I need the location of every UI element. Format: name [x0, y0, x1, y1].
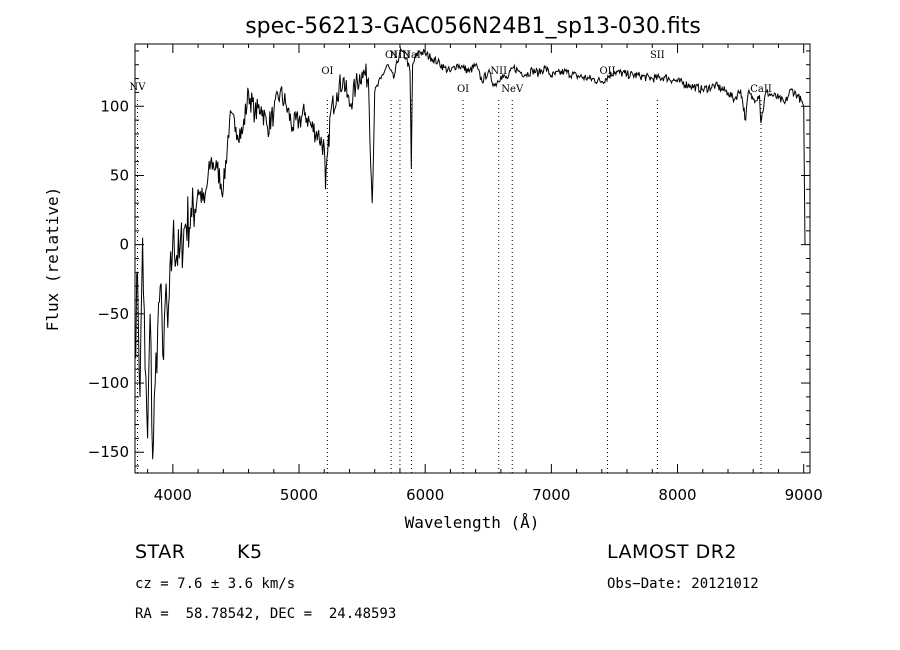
- y-tick-label: −50: [97, 305, 129, 323]
- line-marker-label: OI: [457, 84, 469, 95]
- line-marker-label: NV: [130, 82, 147, 93]
- redshift-velocity: cz = 7.6 ± 3.6 km/s: [135, 576, 296, 592]
- line-marker-label: NII: [490, 66, 507, 77]
- line-marker-label: NIII: [390, 50, 411, 61]
- line-marker-label: NeV: [501, 84, 524, 95]
- x-tick-label: 9000: [785, 486, 823, 504]
- chart-title: spec-56213-GAC056N24B1_sp13-030.fits: [245, 14, 701, 39]
- coordinates: RA = 58.78542, DEC = 24.48593: [135, 606, 397, 622]
- spectrum-line: [134, 46, 806, 460]
- x-axis-ticks: 4000 5000 6000 7000 8000 9000: [147, 44, 823, 504]
- survey-label: LAMOST DR2: [607, 541, 737, 563]
- y-tick-label: 100: [100, 97, 129, 115]
- line-marker-label: NaI: [402, 50, 421, 61]
- line-marker-label: SII: [650, 50, 665, 61]
- x-tick-label: 6000: [406, 486, 444, 504]
- x-tick-label: 4000: [154, 486, 192, 504]
- object-class: STAR: [135, 541, 186, 563]
- y-axis-ticks: −150 −100 −50 0 50 100: [88, 50, 810, 467]
- y-axis-label: Flux (relative): [43, 187, 62, 332]
- observation-date: Obs−Date: 20121012: [607, 576, 759, 592]
- y-tick-label: 0: [119, 236, 129, 254]
- object-subclass: K5: [237, 541, 263, 563]
- y-tick-label: −150: [88, 443, 129, 461]
- plot-frame: [134, 43, 811, 474]
- line-marker-label: OI: [321, 66, 333, 77]
- y-tick-label: 50: [110, 166, 129, 184]
- x-tick-label: 8000: [658, 486, 696, 504]
- y-tick-label: −100: [88, 374, 129, 392]
- x-axis-label: Wavelength (Å): [405, 513, 540, 532]
- x-tick-label: 7000: [532, 486, 570, 504]
- line-marker-label: OI: [385, 50, 397, 61]
- x-tick-label: 5000: [280, 486, 318, 504]
- spectrum-series: [134, 46, 806, 460]
- line-marker-label: OII: [599, 66, 615, 77]
- line-marker-label: CaII: [750, 84, 772, 95]
